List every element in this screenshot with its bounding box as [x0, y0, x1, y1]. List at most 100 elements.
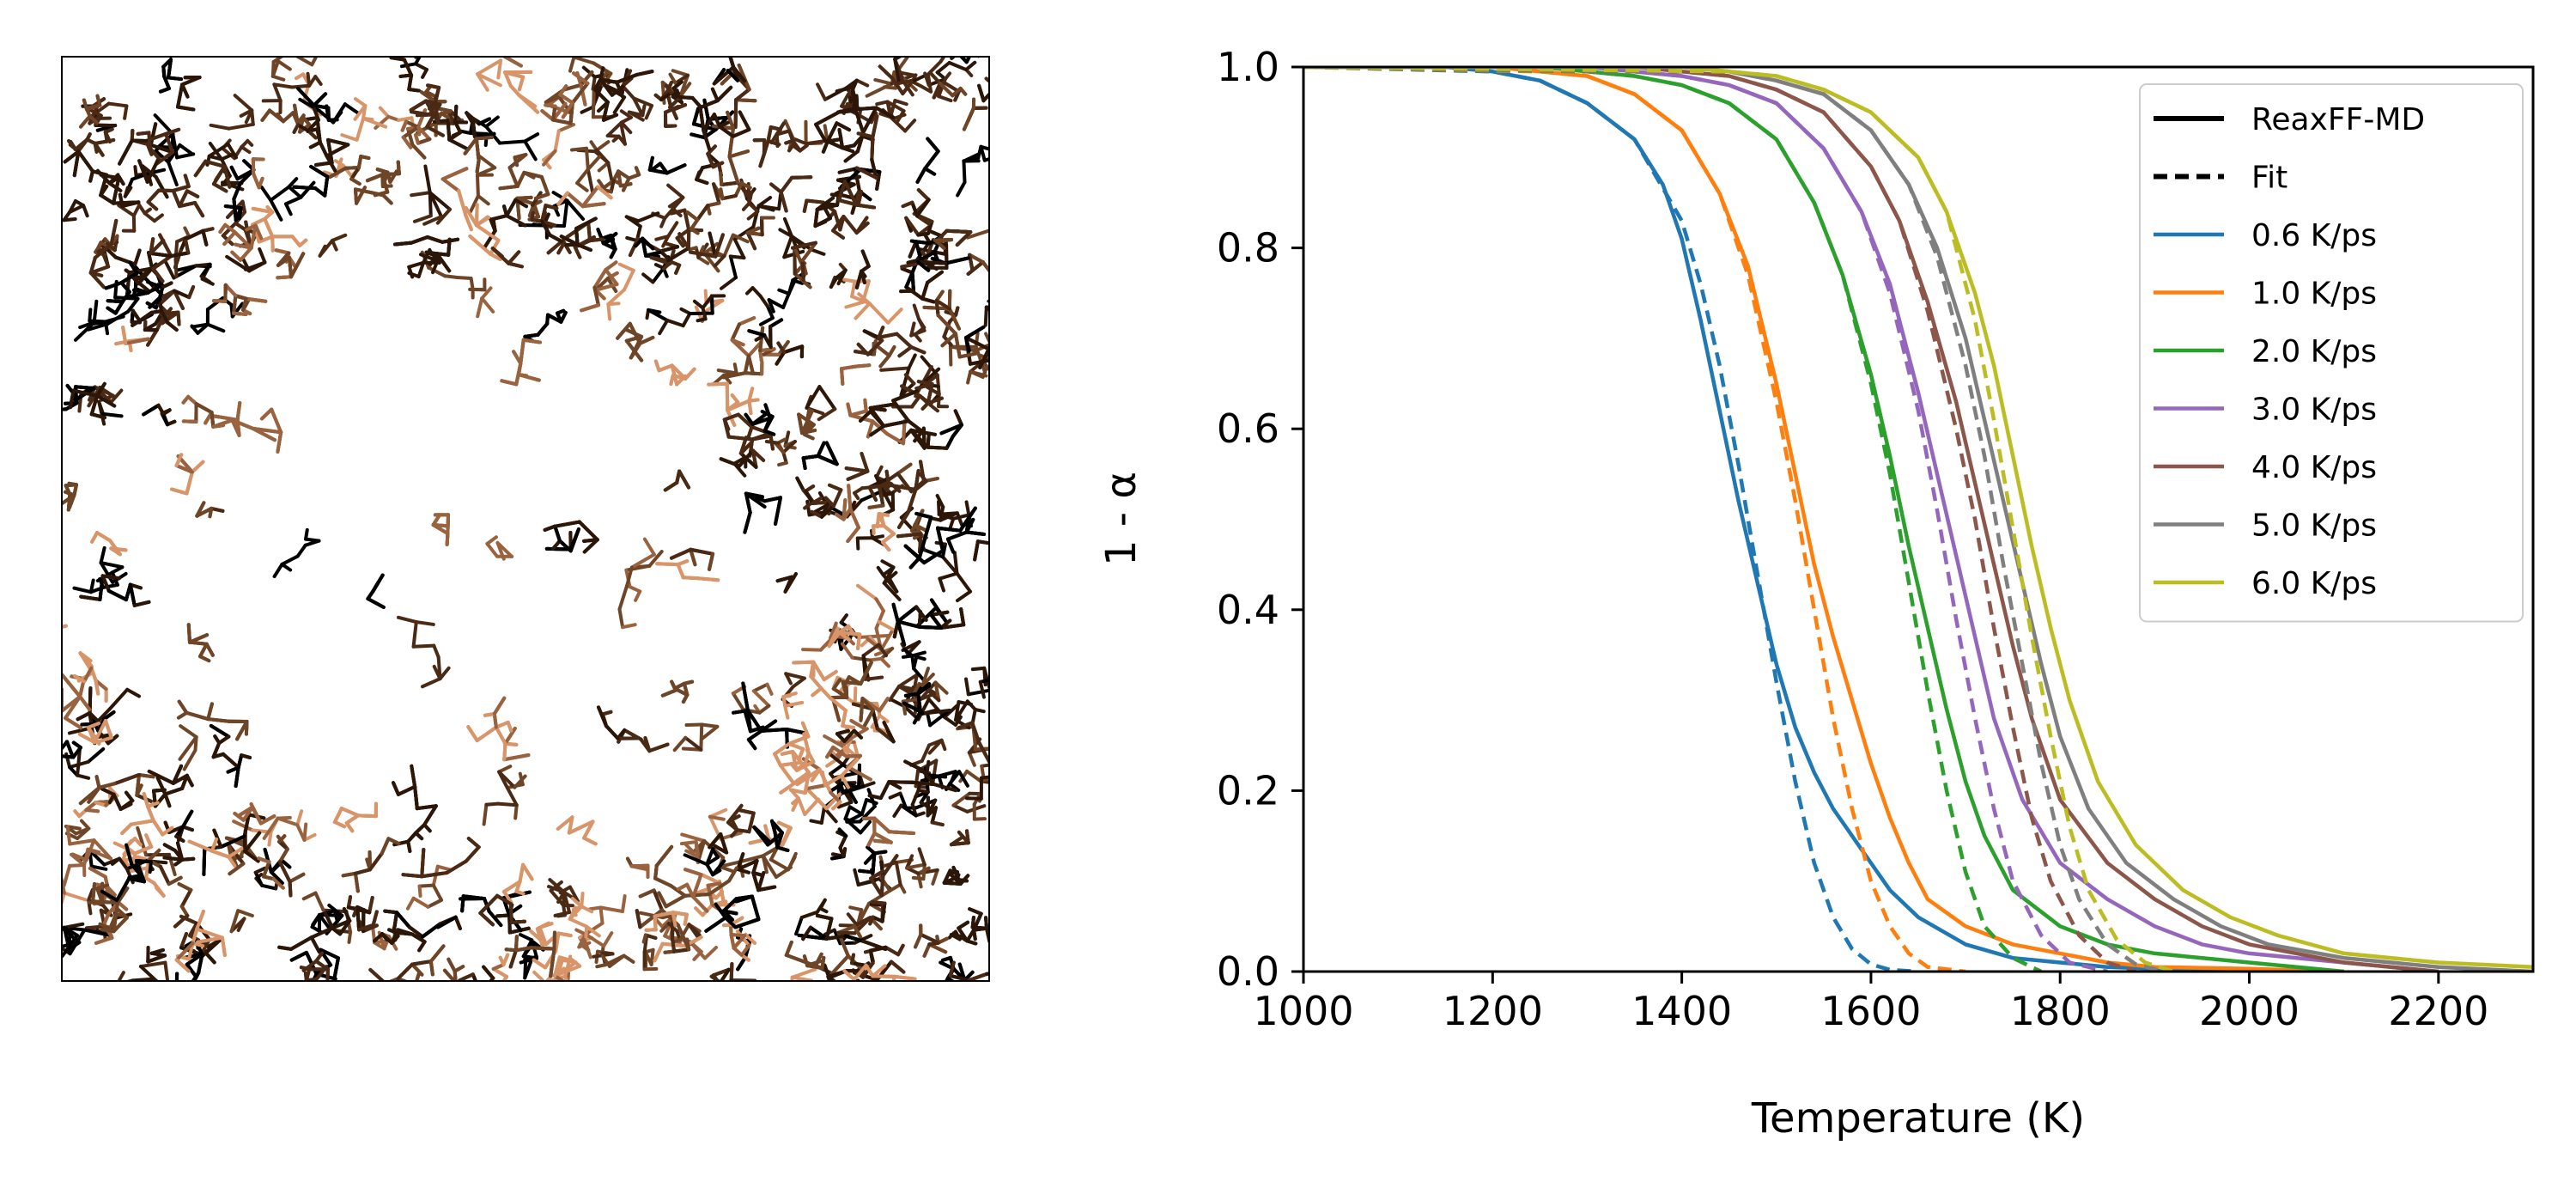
molecule-fragment: [664, 103, 688, 128]
molecule-fragment: [814, 85, 896, 143]
molecule-fragment: [854, 114, 879, 180]
molecule-fragment: [842, 963, 917, 981]
series-fit-line-1: [1303, 67, 1966, 972]
molecule-fragment: [891, 602, 966, 647]
molecule-fragment: [576, 140, 614, 183]
molecule-fragment: [915, 137, 940, 184]
molecule-fragment: [903, 506, 977, 570]
molecule-fragment: [781, 692, 805, 720]
molecule-fragment: [164, 260, 215, 286]
molecule-fragment: [946, 517, 987, 554]
molecule-fragment: [198, 938, 222, 965]
molecule-fragment: [795, 476, 843, 519]
molecule-fragment: [97, 399, 124, 426]
molecule-fragment: [911, 697, 951, 728]
molecule-fragment: [211, 401, 283, 454]
molecule-fragment: [90, 531, 128, 557]
molecule-fragment: [62, 740, 82, 759]
molecule-fragment: [669, 547, 715, 571]
molecule-fragment: [732, 681, 806, 751]
y-axis: 0.0 0.2 0.4 0.6 0.8 1.0: [1217, 44, 1303, 995]
molecule-fragment: [773, 721, 811, 795]
molecule-fragment: [389, 57, 421, 93]
molecule-fragment: [592, 66, 654, 122]
molecule-fragment: [117, 960, 170, 981]
series-md-line-2: [1303, 67, 2344, 972]
molecule-fragment: [229, 909, 254, 934]
molecule-fragment: [504, 930, 556, 978]
series-md-line-0: [1303, 67, 2250, 972]
molecule-fragment: [88, 218, 118, 289]
molecule-fragment: [837, 180, 877, 210]
series-md-line-6: [1303, 67, 2533, 969]
molecule-fragment: [685, 181, 752, 235]
molecule-fragment: [956, 724, 989, 767]
molecule-fragment: [617, 537, 664, 630]
molecule-fragment: [187, 837, 244, 868]
molecule-fragment: [368, 944, 446, 981]
molecule-fragment: [679, 832, 726, 865]
x-axis: 1000 1200 1400 1600 1800 2000 2200: [1253, 972, 2488, 1034]
molecule-fragment: [835, 728, 863, 743]
molecule-fragment: [318, 233, 348, 258]
molecule-fragment: [466, 696, 531, 762]
molecule-fragment: [926, 795, 945, 827]
molecule-fragment: [929, 72, 968, 102]
molecule-fragment: [146, 946, 167, 964]
molecule-fragment: [62, 825, 113, 887]
legend-label: Fit: [2251, 161, 2287, 196]
molecule-fragment: [463, 135, 494, 174]
molecule-fragment: [465, 111, 496, 139]
molecule-fragment: [744, 403, 776, 436]
molecule-fragment: [780, 750, 811, 795]
molecule-fragment: [383, 909, 462, 939]
molecule-fragment: [722, 412, 775, 458]
legend-label: 4.0 K/ps: [2251, 450, 2377, 485]
molecule-fragment: [79, 574, 151, 607]
molecule-fragment: [794, 898, 829, 936]
y-tick-label: 0.2: [1217, 767, 1279, 813]
molecule-fragment: [719, 436, 766, 469]
molecule-fragment: [296, 86, 339, 122]
molecule-fragment: [707, 381, 760, 427]
series-fit-line-3: [1303, 67, 2108, 972]
molecule-fragment: [120, 792, 174, 837]
molecule-fragment: [856, 326, 927, 358]
molecule-fragment: [176, 76, 202, 112]
molecule-fragment: [797, 408, 817, 441]
molecule-fragment: [218, 222, 264, 262]
molecule-fragment: [259, 177, 316, 222]
molecule-fragment: [260, 103, 312, 134]
molecule-fragment: [962, 97, 988, 131]
molecule-fragment: [784, 940, 826, 971]
molecule-fragment: [948, 331, 989, 375]
molecule-fragment: [464, 203, 502, 261]
legend-label: ReaxFF-MD: [2251, 102, 2425, 137]
molecule-fragment: [821, 121, 875, 163]
molecule-fragment: [645, 294, 726, 336]
molecule-fragment: [758, 326, 790, 363]
molecule-fragment: [62, 199, 89, 222]
molecule-fragment: [606, 262, 635, 321]
y-tick-label: 0.4: [1217, 587, 1279, 633]
series-layer: [1303, 67, 2533, 972]
molecule-fragment: [483, 198, 528, 250]
molecule-fragment: [292, 164, 330, 198]
molecule-fragment: [653, 81, 683, 111]
molecule-fragment: [929, 494, 974, 531]
molecule-fragment: [775, 341, 805, 366]
molecule-fragment: [605, 109, 633, 146]
molecule-fragment: [328, 155, 371, 186]
molecule-fragments: [62, 57, 989, 981]
molecule-fragment: [977, 76, 989, 103]
molecule-fragment: [597, 166, 641, 194]
molecule-fragment: [476, 58, 503, 92]
molecule-fragment: [789, 732, 816, 772]
molecule-fragment: [498, 153, 550, 200]
snapshot-frame: [61, 56, 990, 982]
molecule-fragment: [529, 921, 573, 970]
molecule-fragment: [67, 127, 116, 157]
molecule-fragment: [153, 113, 196, 187]
molecule-fragment: [225, 247, 267, 273]
